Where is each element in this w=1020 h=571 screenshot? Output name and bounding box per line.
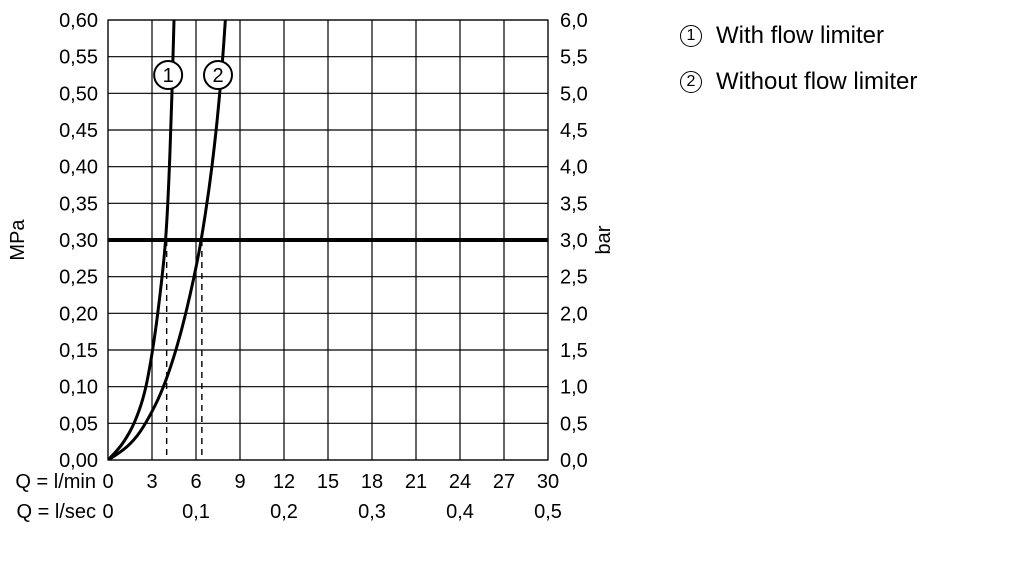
y-right-tick-label: 1,0 bbox=[560, 377, 588, 399]
y-right-tick-label: 6,0 bbox=[560, 10, 588, 32]
x-lmin-tick-label: 12 bbox=[273, 471, 295, 493]
x-lsec-tick-label: 0,3 bbox=[358, 501, 386, 523]
x-lmin-tick-label: 9 bbox=[234, 471, 245, 493]
y-right-tick-label: 3,5 bbox=[560, 193, 588, 215]
y-left-tick-label: 0,60 bbox=[59, 10, 98, 32]
y-right-tick-label: 4,0 bbox=[560, 157, 588, 179]
legend-item: 2 Without flow limiter bbox=[680, 68, 917, 96]
curve-2-marker-label: 2 bbox=[212, 65, 223, 87]
legend-label: Without flow limiter bbox=[716, 68, 917, 96]
x-lsec-title: Q = l/sec bbox=[17, 501, 96, 523]
y-right-tick-label: 0,5 bbox=[560, 413, 588, 435]
y-left-tick-label: 0,40 bbox=[59, 157, 98, 179]
y-left-tick-label: 0,05 bbox=[59, 413, 98, 435]
y-left-tick-label: 0,50 bbox=[59, 83, 98, 105]
x-lmin-title: Q = l/min bbox=[15, 471, 96, 493]
y-right-tick-label: 5,0 bbox=[560, 83, 588, 105]
x-lsec-tick-label: 0,2 bbox=[270, 501, 298, 523]
y-left-tick-label: 0,25 bbox=[59, 267, 98, 289]
y-right-title: bar bbox=[593, 225, 615, 254]
legend-item: 1 With flow limiter bbox=[680, 22, 917, 50]
y-left-tick-label: 0,55 bbox=[59, 47, 98, 69]
x-lmin-tick-label: 27 bbox=[493, 471, 515, 493]
x-lmin-tick-label: 0 bbox=[102, 471, 113, 493]
y-left-title: MPa bbox=[7, 219, 29, 261]
legend-number-icon: 2 bbox=[680, 71, 702, 93]
x-lmin-tick-label: 3 bbox=[146, 471, 157, 493]
y-left-tick-label: 0,35 bbox=[59, 193, 98, 215]
x-lmin-tick-label: 24 bbox=[449, 471, 471, 493]
y-right-tick-label: 2,5 bbox=[560, 267, 588, 289]
x-lmin-tick-label: 18 bbox=[361, 471, 383, 493]
y-right-tick-label: 3,0 bbox=[560, 230, 588, 252]
y-right-tick-label: 4,5 bbox=[560, 120, 588, 142]
curve-1-marker-label: 1 bbox=[163, 65, 174, 87]
legend-number-icon: 1 bbox=[680, 25, 702, 47]
x-lsec-tick-label: 0,5 bbox=[534, 501, 562, 523]
y-right-tick-label: 0,0 bbox=[560, 450, 588, 472]
x-lmin-tick-label: 6 bbox=[190, 471, 201, 493]
y-left-tick-label: 0,00 bbox=[59, 450, 98, 472]
y-right-tick-label: 1,5 bbox=[560, 340, 588, 362]
x-lmin-tick-label: 30 bbox=[537, 471, 559, 493]
y-left-tick-label: 0,15 bbox=[59, 340, 98, 362]
x-lmin-tick-label: 21 bbox=[405, 471, 427, 493]
y-left-tick-label: 0,45 bbox=[59, 120, 98, 142]
y-left-tick-label: 0,20 bbox=[59, 303, 98, 325]
x-lsec-tick-label: 0,4 bbox=[446, 501, 474, 523]
x-lsec-tick-label: 0,1 bbox=[182, 501, 210, 523]
x-lmin-tick-label: 15 bbox=[317, 471, 339, 493]
y-right-tick-label: 2,0 bbox=[560, 303, 588, 325]
y-left-tick-label: 0,30 bbox=[59, 230, 98, 252]
legend-label: With flow limiter bbox=[716, 22, 884, 50]
y-left-tick-label: 0,10 bbox=[59, 377, 98, 399]
y-right-tick-label: 5,5 bbox=[560, 47, 588, 69]
legend: 1 With flow limiter 2 Without flow limiter bbox=[680, 22, 917, 96]
x-lsec-tick-label: 0 bbox=[102, 501, 113, 523]
